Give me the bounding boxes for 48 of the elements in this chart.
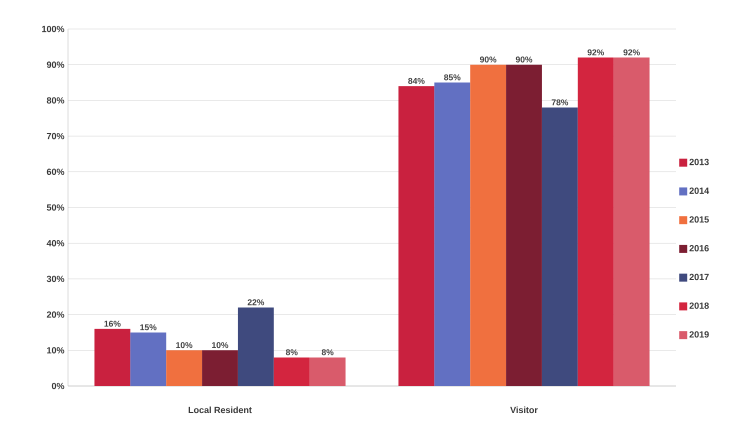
bar xyxy=(94,328,130,386)
data-label: 8% xyxy=(286,349,298,356)
data-label: 8% xyxy=(322,349,334,356)
data-label: 92% xyxy=(623,49,640,56)
y-tick-label: 70% xyxy=(46,132,64,140)
y-tick-label: 30% xyxy=(46,276,64,282)
bar xyxy=(202,350,238,386)
x-tick-label: Local Resident xyxy=(188,406,252,414)
bar xyxy=(310,357,346,386)
y-tick-label: 100% xyxy=(42,26,64,32)
data-label: 10% xyxy=(176,342,192,348)
data-label: 84% xyxy=(408,78,425,84)
bar xyxy=(274,357,310,386)
bar xyxy=(614,58,650,386)
data-label: 85% xyxy=(444,74,461,80)
data-label: 90% xyxy=(480,56,496,62)
y-tick-label: 90% xyxy=(46,62,64,68)
bar xyxy=(398,86,434,386)
legend-label: 2013 xyxy=(690,158,709,166)
bar xyxy=(578,58,614,386)
legend-label: 2015 xyxy=(690,216,709,223)
legend-label: 2017 xyxy=(690,274,709,280)
data-label: 90% xyxy=(516,56,532,62)
data-label: 92% xyxy=(588,49,604,56)
y-tick-label: 80% xyxy=(46,97,64,104)
bar xyxy=(130,332,166,386)
y-tick-label: 50% xyxy=(46,204,64,211)
data-label: 16% xyxy=(104,320,121,327)
legend-label: 2014 xyxy=(690,188,710,194)
bar xyxy=(238,307,274,386)
data-label: 10% xyxy=(212,342,228,348)
x-tick-label: Visitor xyxy=(510,406,538,414)
bar xyxy=(166,350,202,386)
data-label: 78% xyxy=(552,99,568,106)
y-tick-label: 60% xyxy=(46,168,64,175)
data-label: 15% xyxy=(140,324,157,330)
bar xyxy=(542,108,578,386)
bar xyxy=(434,82,470,386)
y-tick-label: 0% xyxy=(52,382,64,390)
legend-label: 2019 xyxy=(690,331,709,338)
data-label: 22% xyxy=(248,299,264,306)
bar xyxy=(470,64,506,386)
bar xyxy=(506,64,542,386)
y-tick-label: 10% xyxy=(47,347,64,354)
y-tick-label: 40% xyxy=(46,240,64,246)
legend-label: 2016 xyxy=(690,245,709,252)
y-tick-label: 20% xyxy=(46,311,64,318)
legend-label: 2018 xyxy=(690,302,709,309)
